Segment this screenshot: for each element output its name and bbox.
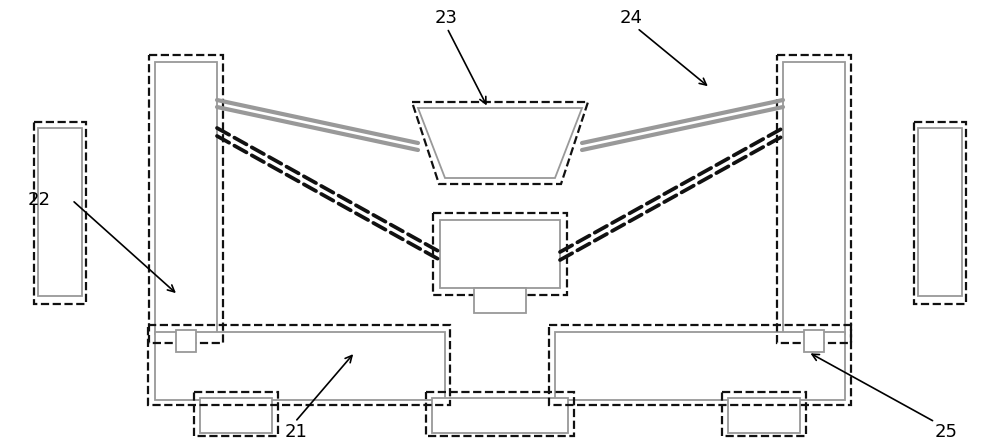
Bar [176, 330, 196, 352]
Bar [34, 122, 86, 304]
Bar [555, 332, 845, 400]
Bar [777, 55, 851, 343]
Bar [549, 325, 851, 405]
Bar [432, 398, 568, 433]
Bar [722, 392, 806, 436]
Bar [440, 220, 560, 288]
Text: 25: 25 [935, 423, 958, 441]
Bar [155, 332, 445, 400]
Bar [728, 398, 800, 433]
Bar [433, 213, 567, 295]
Text: 22: 22 [28, 191, 51, 209]
Bar [804, 330, 824, 352]
Bar [783, 62, 845, 334]
Bar [149, 55, 223, 343]
Text: 24: 24 [620, 9, 643, 27]
Bar [38, 128, 82, 296]
Bar [914, 122, 966, 304]
Bar [200, 398, 272, 433]
Text: 23: 23 [435, 9, 458, 27]
Bar [918, 128, 962, 296]
Bar [194, 392, 278, 436]
Polygon shape [418, 108, 582, 178]
Bar [155, 62, 217, 334]
Text: 21: 21 [285, 423, 308, 441]
Bar [474, 288, 526, 313]
Bar [426, 392, 574, 436]
Bar [148, 325, 450, 405]
